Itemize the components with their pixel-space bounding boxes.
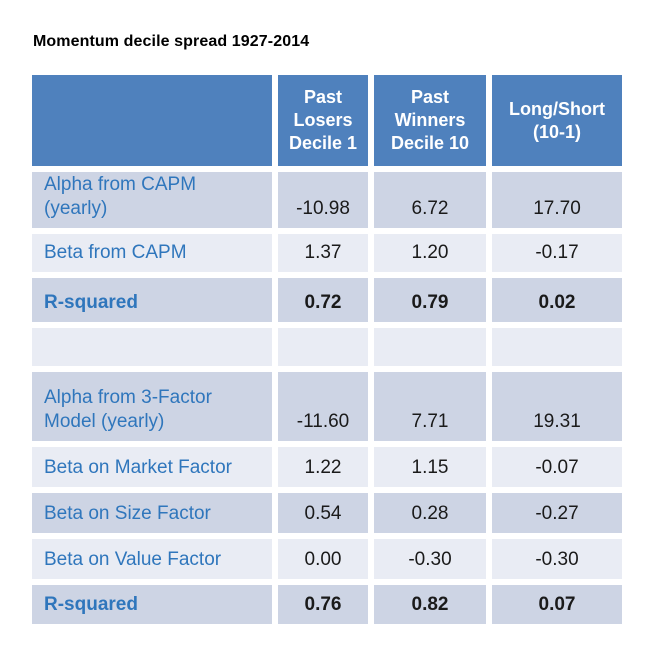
column-header: Past Winners Decile 10	[374, 75, 486, 166]
value-cell: 17.70	[492, 172, 622, 228]
table-header: Past Losers Decile 1 Past Winners Decile …	[32, 75, 622, 166]
value-cell: -11.60	[278, 372, 368, 441]
value-cell: 0.76	[278, 585, 368, 624]
spacer-row	[32, 328, 622, 366]
table-row: R-squared 0.72 0.79 0.02	[32, 278, 622, 322]
row-label-cell	[32, 328, 272, 366]
row-label-cell: R-squared	[32, 585, 272, 624]
table-row: Alpha from 3-Factor Model (yearly) -11.60…	[32, 372, 622, 441]
value-cell	[278, 328, 368, 366]
corner-header-cell	[32, 75, 272, 166]
table-row: Beta on Size Factor 0.54 0.28 -0.27	[32, 493, 622, 533]
value-cell: -0.30	[492, 539, 622, 579]
page-title: Momentum decile spread 1927-2014	[33, 33, 310, 50]
value-cell: 6.72	[374, 172, 486, 228]
value-cell: -0.17	[492, 234, 622, 272]
value-cell	[492, 328, 622, 366]
row-label-cell: R-squared	[32, 278, 272, 322]
header-row: Past Losers Decile 1 Past Winners Decile …	[32, 75, 622, 166]
row-label-cell: Beta on Value Factor	[32, 539, 272, 579]
value-cell: 1.20	[374, 234, 486, 272]
table-body: Alpha from CAPM (yearly) -10.98 6.72 17.70 B…	[32, 172, 622, 624]
value-cell: 0.79	[374, 278, 486, 322]
value-cell: 7.71	[374, 372, 486, 441]
value-cell: 0.82	[374, 585, 486, 624]
value-cell: 0.72	[278, 278, 368, 322]
value-cell: 0.02	[492, 278, 622, 322]
row-label-cell: Alpha from 3-Factor Model (yearly)	[32, 372, 272, 441]
value-cell	[374, 328, 486, 366]
value-cell: 0.28	[374, 493, 486, 533]
value-cell: 0.07	[492, 585, 622, 624]
value-cell: 19.31	[492, 372, 622, 441]
value-cell: -10.98	[278, 172, 368, 228]
value-cell: -0.30	[374, 539, 486, 579]
table-row: Alpha from CAPM (yearly) -10.98 6.72 17.70	[32, 172, 622, 228]
value-cell: 1.22	[278, 447, 368, 487]
column-header: Past Losers Decile 1	[278, 75, 368, 166]
value-cell: -0.27	[492, 493, 622, 533]
value-cell: 1.15	[374, 447, 486, 487]
value-cell: 0.54	[278, 493, 368, 533]
row-label-cell: Beta on Market Factor	[32, 447, 272, 487]
momentum-spread-table: Past Losers Decile 1 Past Winners Decile …	[26, 69, 628, 630]
value-cell: -0.07	[492, 447, 622, 487]
value-cell: 0.00	[278, 539, 368, 579]
row-label-cell: Alpha from CAPM (yearly)	[32, 172, 272, 228]
table-row: Beta on Value Factor 0.00 -0.30 -0.30	[32, 539, 622, 579]
table-row: Beta from CAPM 1.37 1.20 -0.17	[32, 234, 622, 272]
value-cell: 1.37	[278, 234, 368, 272]
row-label-cell: Beta from CAPM	[32, 234, 272, 272]
table-row: Beta on Market Factor 1.22 1.15 -0.07	[32, 447, 622, 487]
column-header: Long/Short (10-1)	[492, 75, 622, 166]
row-label-cell: Beta on Size Factor	[32, 493, 272, 533]
table-row: R-squared 0.76 0.82 0.07	[32, 585, 622, 624]
